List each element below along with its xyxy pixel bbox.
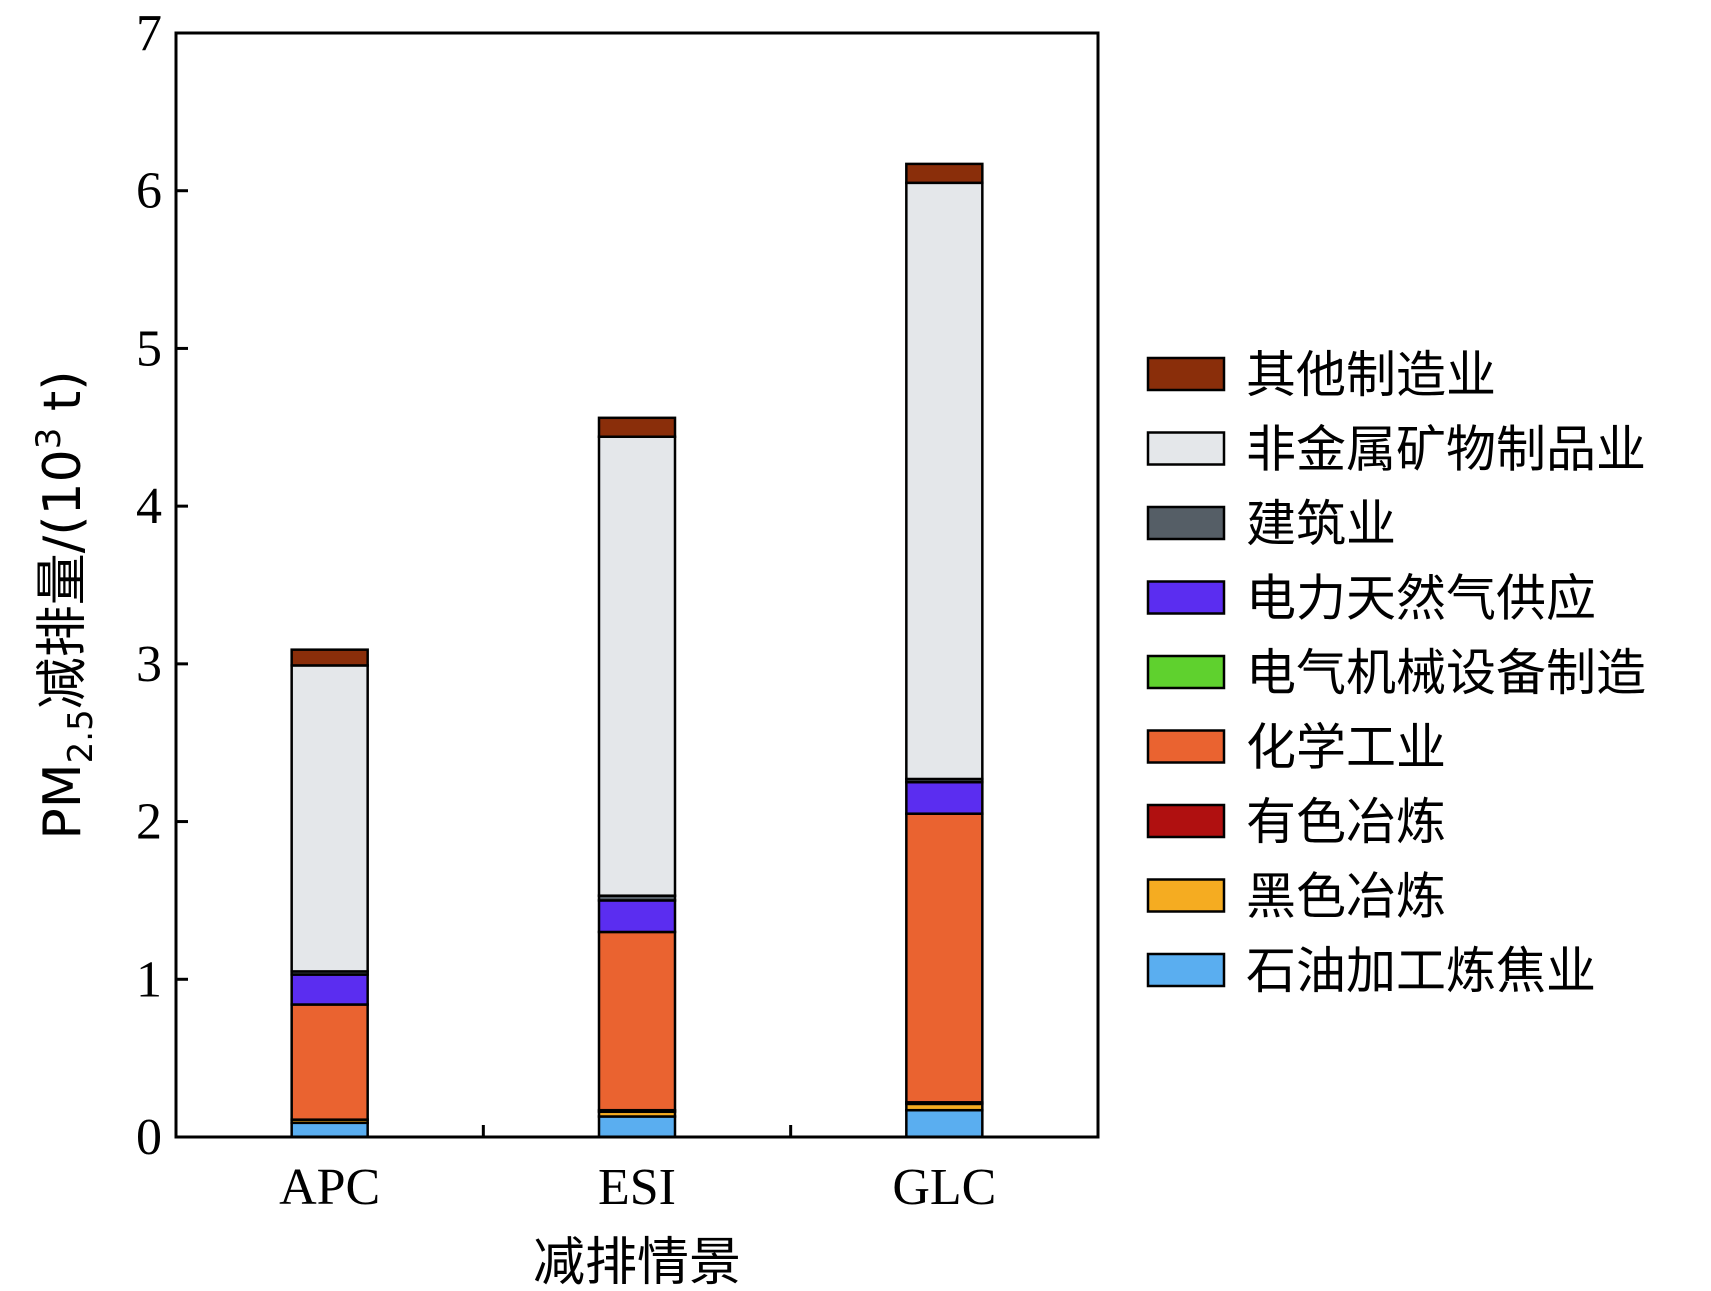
bar-stack-glc	[905, 162, 984, 1139]
bar-stack-apc	[290, 648, 369, 1139]
legend-swatch	[1146, 952, 1226, 988]
y-axis-title-prefix: PM	[33, 763, 93, 839]
bar-segment	[290, 1121, 369, 1139]
bar-segment	[905, 780, 984, 815]
bar-segment	[597, 930, 677, 1112]
bar-segment	[290, 664, 369, 973]
y-axis-title-suffix: t)	[33, 370, 93, 427]
x-tick-label: ESI	[598, 1159, 676, 1216]
y-tick-label: 5	[136, 320, 162, 377]
legend-item: 非金属矿物制品业	[1146, 421, 1646, 479]
bar-segment	[905, 1108, 984, 1139]
legend-label: 电力天然气供应	[1246, 570, 1596, 628]
legend-label: 其他制造业	[1246, 346, 1496, 404]
bar-segment	[905, 812, 984, 1104]
y-tick-label: 6	[136, 163, 162, 220]
legend-label: 非金属矿物制品业	[1246, 421, 1646, 479]
bar-segment	[905, 181, 984, 781]
y-tick-label: 1	[136, 951, 162, 1008]
bar-segment	[905, 162, 984, 185]
legend-swatch	[1146, 878, 1226, 913]
y-tick-label: 0	[136, 1109, 162, 1166]
legend-label: 有色冶炼	[1246, 793, 1446, 851]
bar-segment	[290, 648, 369, 667]
legend-item: 电力天然气供应	[1146, 570, 1596, 628]
legend-label: 黑色冶炼	[1246, 868, 1446, 926]
legend-label: 石油加工炼焦业	[1246, 942, 1596, 1000]
bar-segment	[290, 973, 369, 1006]
y-tick-label: 4	[136, 478, 162, 535]
y-axis-title-subscript: 2.5	[61, 709, 101, 763]
legend-item: 化学工业	[1146, 719, 1446, 777]
bar-segment	[597, 435, 677, 897]
legend-label: 建筑业	[1246, 495, 1396, 553]
bar-segment	[597, 416, 677, 438]
legend-item: 石油加工炼焦业	[1146, 942, 1596, 1000]
legend-swatch	[1146, 505, 1226, 541]
legend-item: 其他制造业	[1146, 346, 1496, 404]
legend-swatch	[1146, 580, 1226, 615]
bars-layer	[290, 162, 984, 1139]
y-axis-title-superscript: 3	[29, 428, 69, 450]
bar-segment	[597, 1115, 677, 1139]
y-tick-label: 2	[136, 794, 162, 851]
legend-item: 电气机械设备制造	[1146, 644, 1646, 702]
y-axis-title: PM2.5减排量/(103 t)	[29, 370, 101, 839]
x-tick-label: GLC	[892, 1159, 996, 1216]
legend-swatch	[1146, 654, 1226, 690]
x-axis-title: 减排情景	[533, 1233, 741, 1291]
x-tick-label: APC	[279, 1159, 380, 1216]
legend-swatch	[1146, 803, 1226, 839]
bar-segment	[597, 899, 677, 934]
plot-frame	[174, 31, 1100, 1139]
y-axis-title-mid: 减排量/(10	[33, 449, 93, 709]
legend-swatch	[1146, 356, 1226, 392]
legend-label: 电气机械设备制造	[1246, 644, 1646, 702]
y-tick-label: 7	[136, 5, 162, 62]
legend-item: 黑色冶炼	[1146, 868, 1446, 926]
legend-label: 化学工业	[1246, 719, 1446, 777]
bar-segment	[290, 1003, 369, 1121]
ticks-layer: 0 1 2 3 4 5 6 7 APC ESI GLC	[136, 5, 996, 1216]
legend-swatch	[1146, 431, 1226, 466]
bar-stack-esi	[597, 416, 677, 1139]
legend-swatch	[1146, 729, 1226, 764]
legend-item: 建筑业	[1146, 495, 1396, 553]
y-tick-label: 3	[136, 636, 162, 693]
legend: 其他制造业非金属矿物制品业建筑业电力天然气供应电气机械设备制造化学工业有色冶炼黑…	[1146, 346, 1646, 1000]
legend-item: 有色冶炼	[1146, 793, 1446, 851]
